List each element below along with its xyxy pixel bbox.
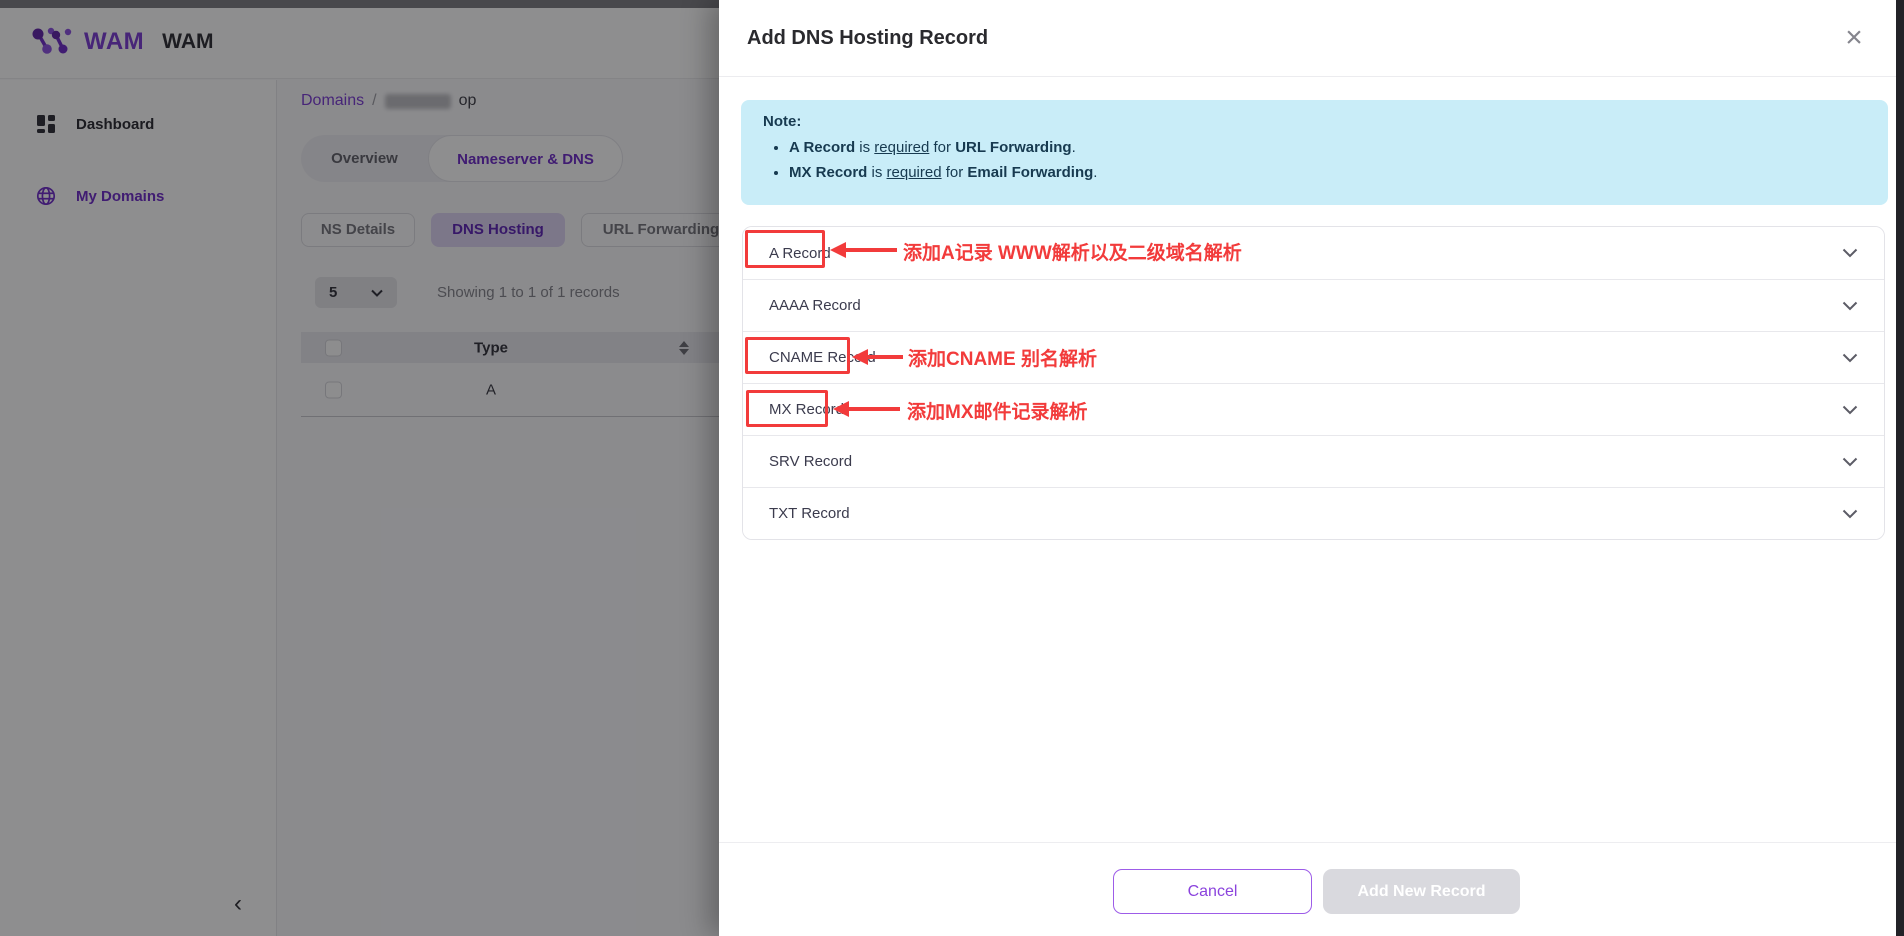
annotation-text-a-record: 添加A记录 WWW解析以及二级域名解析	[903, 243, 1242, 264]
note-item: A Record is required for URL Forwarding.	[789, 135, 1866, 160]
cell-type: A	[485, 381, 496, 398]
sidebar: Dashboard My Domains ‹	[0, 80, 277, 936]
tab-group: Overview Nameserver & DNS	[301, 135, 623, 182]
grid-icon	[37, 115, 55, 133]
sidebar-collapse-button[interactable]: ‹	[234, 890, 242, 917]
select-all-checkbox[interactable]	[325, 339, 342, 356]
breadcrumb-separator: /	[372, 92, 377, 109]
annotation-arrow	[852, 349, 903, 365]
highlight-box-a-record	[745, 230, 825, 268]
highlight-box-mx-record	[746, 390, 828, 427]
page-size-select[interactable]: 5	[315, 277, 397, 308]
sidebar-item-label: My Domains	[76, 187, 165, 205]
chevron-down-icon	[1842, 301, 1858, 310]
subtab-url-forwarding[interactable]: URL Forwarding	[581, 213, 741, 247]
page-size-value: 5	[329, 284, 338, 301]
redacted-domain-name	[384, 93, 451, 109]
tab-nameserver-dns[interactable]: Nameserver & DNS	[428, 135, 623, 182]
sort-icon[interactable]	[679, 340, 689, 355]
accordion-aaaa-record[interactable]: AAAA Record	[743, 279, 1884, 331]
breadcrumb-current: op	[458, 92, 477, 109]
breadcrumb: Domains / op	[301, 92, 476, 110]
annotation-arrow	[830, 242, 897, 258]
subtab-group: NS Details DNS Hosting URL Forwarding	[301, 213, 741, 247]
accordion-a-record[interactable]: A Record	[743, 227, 1884, 279]
chevron-down-icon	[1842, 248, 1858, 258]
subtab-ns-details[interactable]: NS Details	[301, 213, 415, 247]
accordion-mx-record[interactable]: MX Record	[743, 383, 1884, 435]
breadcrumb-domains-link[interactable]: Domains	[301, 92, 365, 109]
accordion-txt-record[interactable]: TXT Record	[743, 487, 1884, 539]
records-count-text: Showing 1 to 1 of 1 records	[437, 284, 620, 301]
chevron-down-icon	[371, 289, 383, 297]
chevron-down-icon	[1842, 457, 1858, 466]
app-name: WAM	[162, 30, 214, 53]
highlight-box-cname-record	[745, 337, 850, 374]
brand-logo[interactable]: WAM WAM	[30, 24, 213, 60]
screen-right-edge	[1896, 0, 1904, 936]
accordion-cname-record[interactable]: CNAME Record	[743, 331, 1884, 383]
sidebar-item-dashboard[interactable]: Dashboard	[0, 106, 276, 142]
modal-header: Add DNS Hosting Record ×	[719, 0, 1896, 77]
note-heading: Note:	[763, 113, 802, 130]
add-dns-record-modal: Add DNS Hosting Record × Note: A Record …	[719, 0, 1896, 936]
modal-footer: Cancel Add New Record	[719, 842, 1896, 936]
logo-icon	[32, 27, 72, 54]
chevron-down-icon	[1842, 405, 1858, 414]
globe-icon	[36, 186, 56, 206]
accordion-srv-record[interactable]: SRV Record	[743, 435, 1884, 487]
close-icon[interactable]: ×	[1836, 20, 1872, 56]
sidebar-item-my-domains[interactable]: My Domains	[0, 178, 276, 214]
row-checkbox[interactable]	[325, 381, 342, 398]
annotation-arrow	[833, 401, 900, 417]
note-banner: Note: A Record is required for URL Forwa…	[741, 100, 1888, 205]
cancel-button[interactable]: Cancel	[1113, 869, 1312, 914]
annotation-text-mx-record: 添加MX邮件记录解析	[907, 402, 1088, 423]
annotation-text-cname-record: 添加CNAME 别名解析	[908, 349, 1097, 370]
chevron-down-icon	[1842, 353, 1858, 362]
logo-wordmark: WAM	[84, 28, 145, 55]
sidebar-item-label: Dashboard	[76, 115, 155, 133]
add-new-record-button[interactable]: Add New Record	[1323, 869, 1520, 914]
column-header-type: Type	[474, 339, 508, 356]
note-item: MX Record is required for Email Forwardi…	[789, 160, 1866, 185]
record-type-accordion: A Record AAAA Record CNAME Record MX Rec…	[742, 226, 1885, 540]
note-list: A Record is required for URL Forwarding.…	[763, 135, 1866, 185]
table-row[interactable]: A	[301, 363, 981, 417]
subtab-dns-hosting[interactable]: DNS Hosting	[431, 213, 565, 247]
modal-title: Add DNS Hosting Record	[747, 27, 989, 49]
top-edge	[0, 0, 719, 8]
tab-overview[interactable]: Overview	[331, 150, 398, 167]
chevron-down-icon	[1842, 509, 1858, 518]
